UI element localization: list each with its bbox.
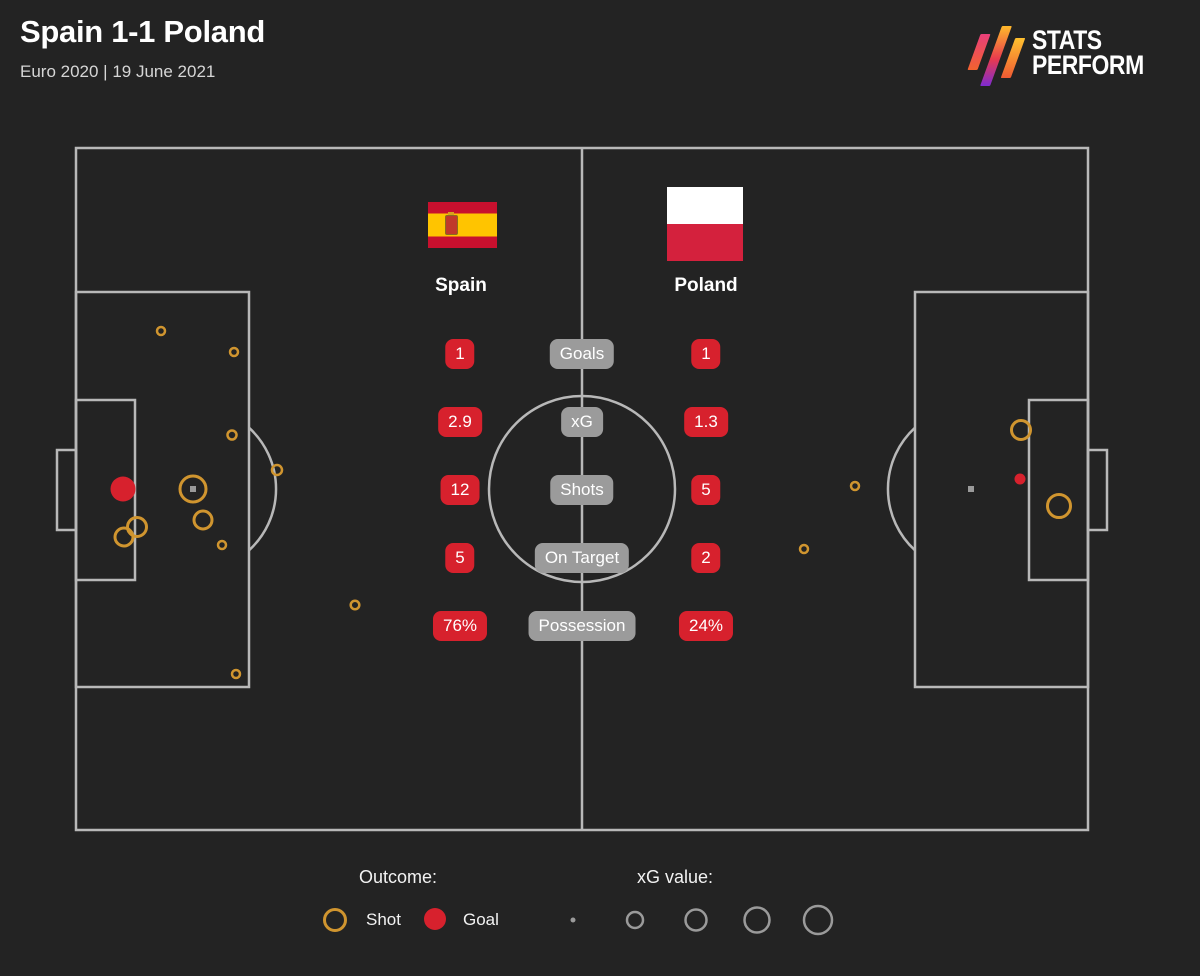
shot-marker	[849, 480, 861, 492]
shot-marker	[798, 543, 810, 555]
xg-legend-title: xG value:	[637, 867, 714, 887]
stat-row-possession: 76% Possession 24%	[0, 611, 1200, 641]
shot-marker	[270, 463, 284, 477]
stats-perform-logo: STATS PERFORM	[966, 24, 1196, 90]
away-stat-value: 1	[691, 339, 721, 369]
spain-flag	[428, 202, 497, 248]
xg-size-legend-icon	[625, 910, 645, 930]
stat-label: Shots	[550, 475, 614, 505]
stat-label: Goals	[549, 339, 615, 369]
shot-marker	[155, 325, 167, 337]
goal-legend-icon	[424, 908, 446, 930]
left-penalty-arc	[248, 426, 278, 552]
xg-size-legend-icon	[684, 908, 708, 932]
away-stat-value: 24%	[678, 611, 734, 641]
right-penalty-spot	[968, 486, 974, 492]
home-stat-value: 76%	[432, 611, 488, 641]
xg-size-legend-icon	[570, 917, 576, 923]
shot-marker	[216, 539, 228, 551]
stat-row-on-target: 5 On Target 2	[0, 543, 1200, 573]
legend-glyphs	[323, 904, 834, 936]
shot-marker	[1010, 419, 1032, 441]
stats-perform-logo-text: STATS PERFORM	[1032, 25, 1144, 80]
shot-marker	[228, 346, 240, 358]
xg-size-legend-icon	[743, 906, 771, 934]
centre-circle	[487, 394, 677, 584]
away-team-name: Poland	[674, 275, 738, 296]
left-goal	[55, 448, 78, 532]
page-subtitle: Euro 2020 | 19 June 2021	[20, 62, 216, 81]
stat-row-shots: 12 Shots 5	[0, 475, 1200, 505]
shot-marker	[192, 509, 214, 531]
stat-row-goals: 1 Goals 1	[0, 339, 1200, 369]
shot-marker	[126, 516, 148, 538]
goal-marker	[110, 476, 136, 502]
right-penalty-arc	[886, 426, 916, 552]
shot-marker	[1046, 493, 1072, 519]
stat-row-xg: 2.9 xG 1.3	[0, 407, 1200, 437]
shot-marker	[226, 429, 238, 441]
shot-marker	[230, 668, 242, 680]
shot-legend-label: Shot	[366, 910, 401, 929]
home-stat-value: 1	[445, 339, 475, 369]
away-stat-value: 1.3	[684, 407, 728, 437]
away-stat-value: 5	[691, 475, 721, 505]
left-penalty-spot	[190, 486, 196, 492]
shot-marker	[178, 474, 208, 504]
poland-flag	[667, 187, 743, 261]
page-title: Spain 1-1 Poland	[20, 14, 265, 49]
shot-markers	[110, 325, 1072, 680]
penalty-spots	[190, 486, 974, 492]
outcome-legend-title: Outcome:	[359, 867, 438, 887]
away-stat-value: 2	[691, 543, 721, 573]
xg-size-legend-icon	[802, 904, 834, 936]
stat-label: xG	[561, 407, 603, 437]
right-goal	[1086, 448, 1109, 532]
stat-label: Possession	[528, 611, 636, 641]
stat-label: On Target	[534, 543, 630, 573]
shot-marker	[113, 526, 135, 548]
home-team-name: Spain	[435, 275, 487, 296]
shot-marker	[349, 599, 361, 611]
home-stat-value: 5	[445, 543, 475, 573]
home-stat-value: 12	[440, 475, 480, 505]
goal-legend-label: Goal	[463, 910, 499, 929]
goal-marker	[1014, 473, 1026, 485]
shot-legend-icon	[323, 908, 347, 932]
home-stat-value: 2.9	[438, 407, 482, 437]
spain-coat-of-arms	[445, 212, 458, 235]
